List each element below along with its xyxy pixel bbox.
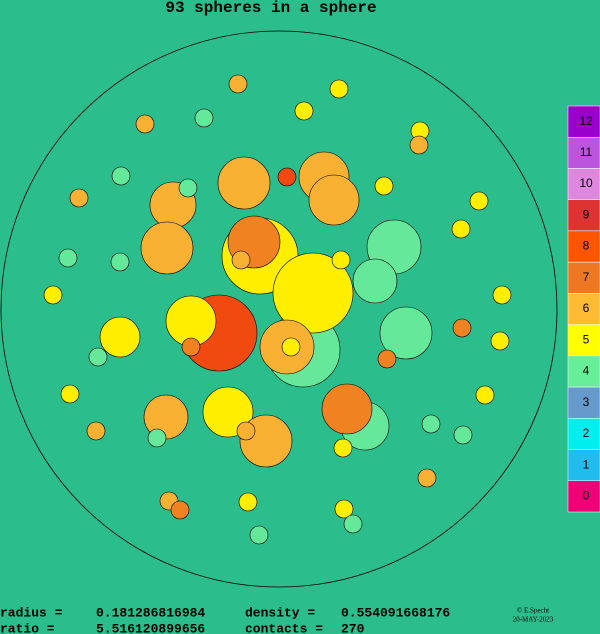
- sphere: [58, 248, 78, 268]
- legend-label: 11: [580, 145, 593, 159]
- sphere: [417, 468, 437, 488]
- sphere: [334, 499, 354, 519]
- legend-swatch: [567, 199, 600, 232]
- date: 20-MAY-2023: [513, 616, 554, 624]
- sphere: [492, 285, 512, 305]
- sphere: [99, 316, 141, 358]
- sphere: [236, 421, 256, 441]
- legend-label: 5: [583, 332, 590, 346]
- sphere: [140, 221, 194, 275]
- legend-label: 8: [583, 239, 590, 253]
- sphere: [111, 166, 131, 186]
- density-value: 0.554091668176: [341, 605, 450, 620]
- radius-label: radius =: [0, 605, 63, 620]
- sphere: [329, 79, 349, 99]
- spheres: [43, 74, 512, 545]
- legend-swatch: [567, 449, 600, 482]
- legend-label: 12: [579, 114, 593, 128]
- sphere: [343, 514, 363, 534]
- legend-label: 2: [583, 426, 590, 440]
- radius-value: 0.181286816984: [96, 605, 205, 620]
- legend-swatch: [567, 480, 600, 513]
- legend-swatch: [567, 293, 600, 325]
- legend-label: 9: [583, 207, 590, 221]
- sphere: [88, 347, 108, 367]
- ratio-value: 5.516120899656: [96, 621, 205, 634]
- sphere: [379, 306, 433, 360]
- sphere: [194, 108, 214, 128]
- legend-swatch: [567, 230, 600, 263]
- sphere: [409, 135, 429, 155]
- legend-swatch: [567, 355, 600, 388]
- legend-label: 4: [583, 364, 590, 378]
- sphere: [331, 250, 351, 270]
- sphere: [321, 383, 373, 435]
- sphere: [277, 167, 297, 187]
- legend-label: 3: [583, 395, 590, 409]
- sphere: [490, 331, 510, 351]
- sphere: [217, 156, 271, 210]
- sphere: [69, 188, 89, 208]
- legend-swatch: [567, 168, 600, 200]
- sphere: [249, 525, 269, 545]
- contacts-value: 270: [341, 621, 365, 634]
- legend-label: 10: [579, 176, 593, 190]
- legend-swatch: [567, 105, 600, 138]
- sphere: [374, 176, 394, 196]
- sphere: [170, 500, 190, 520]
- sphere: [281, 337, 301, 357]
- sphere: [135, 114, 155, 134]
- legend-swatch: [567, 386, 600, 419]
- sphere: [181, 337, 201, 357]
- sphere: [110, 252, 130, 272]
- sphere: [231, 250, 251, 270]
- sphere: [43, 285, 63, 305]
- sphere: [451, 219, 471, 239]
- sphere: [86, 421, 106, 441]
- sphere: [60, 384, 80, 404]
- sphere: [352, 258, 398, 304]
- legend-label: 1: [583, 457, 590, 471]
- legend-label: 6: [583, 301, 590, 315]
- sphere: [228, 74, 248, 94]
- legend-swatch: [567, 136, 600, 169]
- legend-label: 0: [583, 489, 590, 503]
- legend-swatch: [567, 324, 600, 357]
- credit: © E.Specht: [517, 607, 549, 615]
- sphere: [475, 385, 495, 405]
- ratio-label: ratio =: [0, 621, 55, 634]
- sphere: [377, 349, 397, 369]
- container-sphere: [0, 30, 558, 588]
- sphere: [421, 414, 441, 434]
- sphere: [452, 318, 472, 338]
- sphere: [147, 428, 167, 448]
- contacts-label: contacts =: [245, 621, 323, 634]
- sphere: [294, 101, 314, 121]
- sphere: [238, 492, 258, 512]
- legend-label: 7: [583, 270, 590, 284]
- sphere: [308, 174, 360, 226]
- sphere: [469, 191, 489, 211]
- title: 93 spheres in a sphere: [165, 0, 376, 17]
- sphere: [333, 438, 353, 458]
- sphere: [272, 252, 354, 334]
- sphere: [453, 425, 473, 445]
- density-label: density =: [245, 605, 315, 620]
- sphere: [178, 178, 198, 198]
